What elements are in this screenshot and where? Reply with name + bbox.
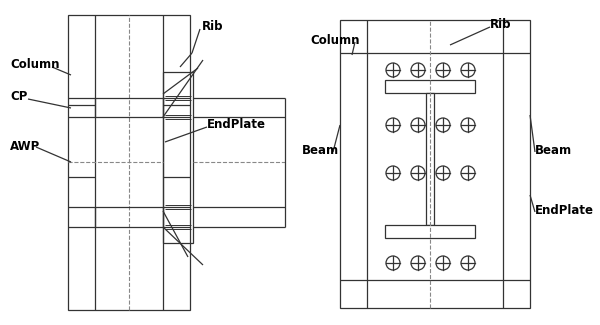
Text: EndPlate: EndPlate: [535, 203, 594, 216]
Text: Rib: Rib: [490, 19, 511, 32]
Text: Beam: Beam: [302, 144, 339, 157]
Text: Beam: Beam: [535, 144, 572, 157]
Bar: [426, 93, 434, 225]
Bar: [385, 80, 475, 93]
Text: CP: CP: [10, 90, 28, 103]
Bar: [163, 72, 193, 243]
Bar: [340, 20, 530, 308]
Text: AWP: AWP: [10, 140, 40, 153]
Bar: [385, 225, 475, 238]
Text: Column: Column: [10, 58, 59, 72]
Text: Column: Column: [310, 33, 359, 46]
Text: EndPlate: EndPlate: [207, 119, 266, 132]
Text: Rib: Rib: [202, 20, 223, 33]
Bar: [68, 15, 190, 310]
